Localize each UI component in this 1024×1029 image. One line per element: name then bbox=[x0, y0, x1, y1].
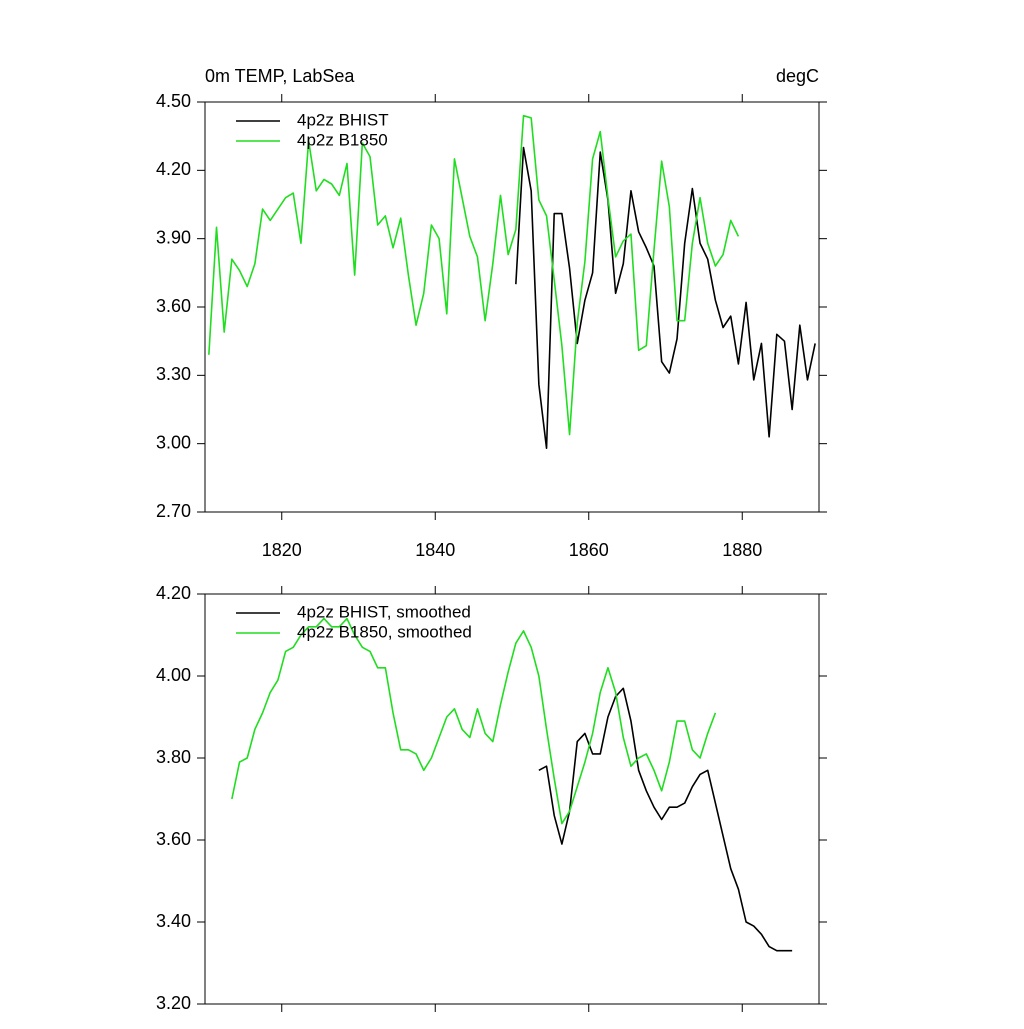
plot-frame bbox=[204, 101, 820, 513]
y-tick-label: 3.00 bbox=[156, 432, 191, 452]
x-tick-label: 1820 bbox=[262, 540, 302, 560]
y-tick-label: 3.20 bbox=[156, 993, 191, 1013]
y-tick-label: 3.60 bbox=[156, 296, 191, 316]
legend-text: 4p2z B1850, smoothed bbox=[297, 622, 472, 641]
y-tick-label: 4.50 bbox=[156, 91, 191, 111]
x-tick-label: 1860 bbox=[569, 540, 609, 560]
legend-text: 4p2z B1850 bbox=[297, 130, 388, 149]
plot-frame bbox=[204, 593, 820, 1005]
y-tick-label: 3.80 bbox=[156, 747, 191, 767]
units-label: degC bbox=[776, 66, 819, 86]
legend-text: 4p2z BHIST bbox=[297, 110, 389, 129]
data-line bbox=[538, 687, 793, 952]
data-line bbox=[231, 617, 717, 825]
y-tick-label: 3.30 bbox=[156, 364, 191, 384]
data-line bbox=[208, 114, 740, 436]
legend-text: 4p2z BHIST, smoothed bbox=[297, 602, 471, 621]
x-tick-label: 1880 bbox=[722, 540, 762, 560]
chart-title: 0m TEMP, LabSea bbox=[205, 66, 355, 86]
y-tick-label: 3.90 bbox=[156, 227, 191, 247]
data-line bbox=[515, 146, 816, 450]
y-tick-label: 3.40 bbox=[156, 911, 191, 931]
y-tick-label: 4.20 bbox=[156, 159, 191, 179]
y-tick-label: 4.00 bbox=[156, 665, 191, 685]
y-tick-label: 4.20 bbox=[156, 583, 191, 603]
y-tick-label: 3.60 bbox=[156, 829, 191, 849]
x-tick-label: 1840 bbox=[415, 540, 455, 560]
y-tick-label: 2.70 bbox=[156, 501, 191, 521]
